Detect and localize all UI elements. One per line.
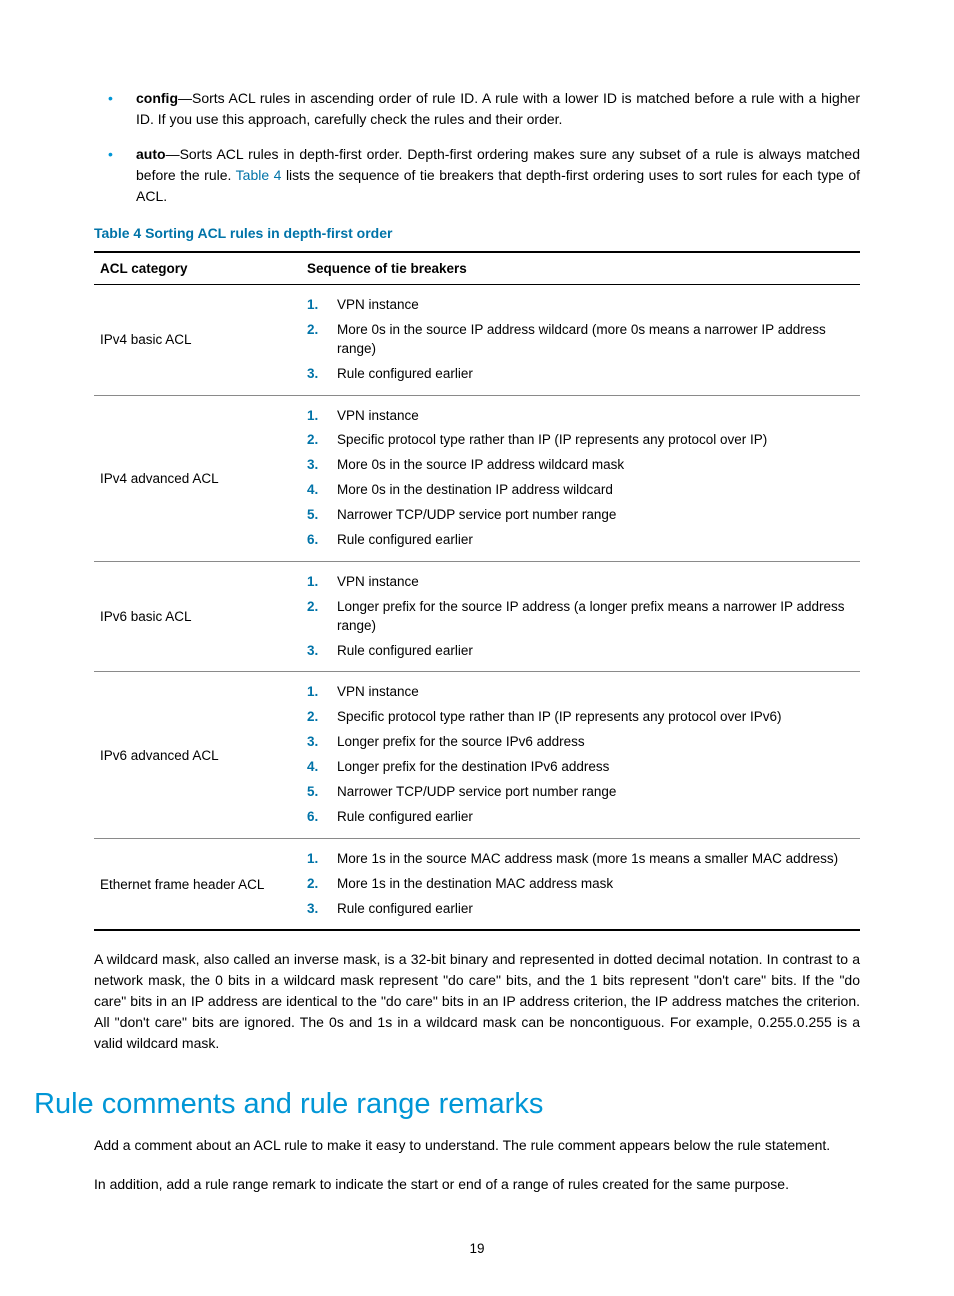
tie-item: More 0s in the source IP address wildcar…	[307, 453, 854, 478]
tie-item: More 1s in the source MAC address mask (…	[307, 847, 854, 872]
term-auto: auto	[136, 146, 166, 162]
page-number: 19	[0, 1241, 954, 1256]
col-header-category: ACL category	[94, 252, 301, 285]
tie-item: Rule configured earlier	[307, 897, 854, 922]
cell-sequence: VPN instance Specific protocol type rath…	[301, 395, 860, 561]
document-page: config—Sorts ACL rules in ascending orde…	[0, 0, 954, 1296]
tie-item: Rule configured earlier	[307, 805, 854, 830]
tie-item: VPN instance	[307, 293, 854, 318]
tie-item: More 0s in the source IP address wildcar…	[307, 318, 854, 362]
section-body: Add a comment about an ACL rule to make …	[94, 1135, 860, 1195]
wildcard-paragraph: A wildcard mask, also called an inverse …	[94, 949, 860, 1054]
tie-item: Longer prefix for the destination IPv6 a…	[307, 755, 854, 780]
tie-item: Rule configured earlier	[307, 639, 854, 664]
cell-sequence: More 1s in the source MAC address mask (…	[301, 838, 860, 930]
tie-list: VPN instance More 0s in the source IP ad…	[307, 293, 854, 387]
table-row: IPv4 basic ACL VPN instance More 0s in t…	[94, 285, 860, 396]
tie-list: VPN instance Specific protocol type rath…	[307, 404, 854, 553]
tie-item: Rule configured earlier	[307, 362, 854, 387]
bullet-item-config: config—Sorts ACL rules in ascending orde…	[94, 88, 860, 130]
tie-list: VPN instance Specific protocol type rath…	[307, 680, 854, 829]
tie-list: VPN instance Longer prefix for the sourc…	[307, 570, 854, 664]
cell-category: IPv4 basic ACL	[94, 285, 301, 396]
table-caption: Table 4 Sorting ACL rules in depth-first…	[94, 225, 860, 241]
term-config: config	[136, 90, 178, 106]
table-header-row: ACL category Sequence of tie breakers	[94, 252, 860, 285]
section-paragraph: In addition, add a rule range remark to …	[94, 1174, 860, 1195]
tie-item: Specific protocol type rather than IP (I…	[307, 428, 854, 453]
cell-category: IPv6 basic ACL	[94, 561, 301, 672]
table4-link[interactable]: Table 4	[236, 167, 282, 183]
col-header-sequence: Sequence of tie breakers	[301, 252, 860, 285]
cell-category: Ethernet frame header ACL	[94, 838, 301, 930]
tie-item: Rule configured earlier	[307, 528, 854, 553]
tie-item: Longer prefix for the source IP address …	[307, 595, 854, 639]
tie-item: Narrower TCP/UDP service port number ran…	[307, 503, 854, 528]
section-paragraph: Add a comment about an ACL rule to make …	[94, 1135, 860, 1156]
cell-sequence: VPN instance Specific protocol type rath…	[301, 672, 860, 838]
tie-item: Narrower TCP/UDP service port number ran…	[307, 780, 854, 805]
table-row: Ethernet frame header ACL More 1s in the…	[94, 838, 860, 930]
tie-item: Specific protocol type rather than IP (I…	[307, 705, 854, 730]
tie-item: More 0s in the destination IP address wi…	[307, 478, 854, 503]
tie-item: VPN instance	[307, 680, 854, 705]
cell-sequence: VPN instance More 0s in the source IP ad…	[301, 285, 860, 396]
section-heading: Rule comments and rule range remarks	[34, 1088, 860, 1121]
tie-item: Longer prefix for the source IPv6 addres…	[307, 730, 854, 755]
tie-list: More 1s in the source MAC address mask (…	[307, 847, 854, 922]
cell-category: IPv6 advanced ACL	[94, 672, 301, 838]
tie-item: VPN instance	[307, 404, 854, 429]
cell-category: IPv4 advanced ACL	[94, 395, 301, 561]
acl-table: ACL category Sequence of tie breakers IP…	[94, 251, 860, 931]
tie-item: More 1s in the destination MAC address m…	[307, 872, 854, 897]
table-row: IPv6 advanced ACL VPN instance Specific …	[94, 672, 860, 838]
tie-item: VPN instance	[307, 570, 854, 595]
cell-sequence: VPN instance Longer prefix for the sourc…	[301, 561, 860, 672]
bullet-item-auto: auto—Sorts ACL rules in depth-first orde…	[94, 144, 860, 207]
table-row: IPv6 basic ACL VPN instance Longer prefi…	[94, 561, 860, 672]
table-row: IPv4 advanced ACL VPN instance Specific …	[94, 395, 860, 561]
bullet-list: config—Sorts ACL rules in ascending orde…	[94, 88, 860, 207]
bullet-text-config: —Sorts ACL rules in ascending order of r…	[136, 90, 860, 127]
